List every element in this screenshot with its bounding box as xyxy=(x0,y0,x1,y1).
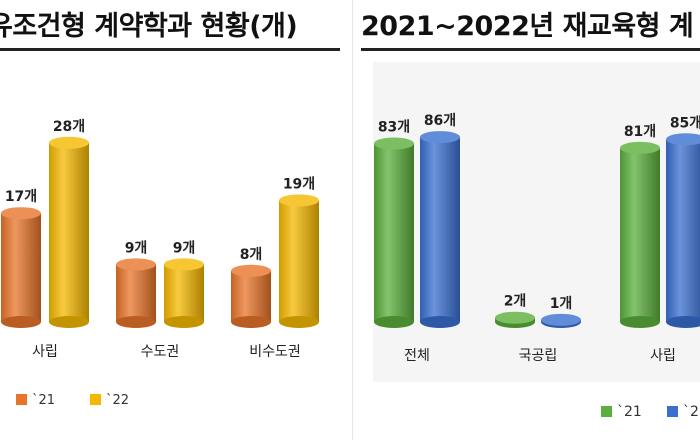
value-label: 86개 xyxy=(424,113,456,129)
bar-R-s1-c0 xyxy=(420,131,460,328)
right-title-underline xyxy=(361,48,700,51)
bar-L-s0-c0 xyxy=(1,207,41,328)
category-label: 사립 xyxy=(32,344,58,360)
legend-swatch xyxy=(90,394,101,405)
legend-item: `22 xyxy=(106,393,129,408)
bar-R-s0-c1 xyxy=(495,311,535,328)
bar-L-s0-c1 xyxy=(116,258,156,328)
panel-divider xyxy=(352,0,353,440)
value-label: 8개 xyxy=(240,247,263,263)
bar-L-s1-c1 xyxy=(164,258,204,328)
value-label: 17개 xyxy=(5,189,37,205)
right-chart-title: 2021~2022년 재교육형 계 xyxy=(361,11,694,42)
value-label: 2개 xyxy=(504,294,527,310)
legend-item: `21 xyxy=(617,404,642,420)
value-label: 9개 xyxy=(173,240,196,256)
value-label: 83개 xyxy=(378,120,410,136)
legend-item: `2 xyxy=(683,404,699,420)
bar-L-s0-c2 xyxy=(231,264,271,328)
bar-R-s0-c2 xyxy=(620,141,660,328)
category-label: 비수도권 xyxy=(249,344,301,360)
bar-R-s0-c0 xyxy=(374,137,414,328)
bar-L-s1-c0 xyxy=(49,136,89,328)
left-chart-title: 유조건형 계약학과 현황(개) xyxy=(0,11,298,42)
bar-R-s1-c2 xyxy=(666,133,700,328)
value-label: 85개 xyxy=(670,115,700,131)
category-label: 국공립 xyxy=(519,348,558,364)
value-label: 19개 xyxy=(283,176,315,192)
value-label: 1개 xyxy=(550,296,573,312)
left-title-underline xyxy=(0,48,340,51)
value-label: 28개 xyxy=(53,119,85,135)
legend-item: `21 xyxy=(32,393,55,408)
legend-swatch xyxy=(667,406,678,417)
category-label: 사립 xyxy=(650,348,676,364)
bar-R-s1-c1 xyxy=(541,313,581,328)
bar-L-s1-c2 xyxy=(279,194,319,328)
value-label: 81개 xyxy=(624,124,656,140)
category-label: 수도권 xyxy=(141,344,180,360)
category-label: 전체 xyxy=(404,348,430,364)
legend-swatch xyxy=(601,406,612,417)
legend-swatch xyxy=(16,394,27,405)
value-label: 9개 xyxy=(125,240,148,256)
